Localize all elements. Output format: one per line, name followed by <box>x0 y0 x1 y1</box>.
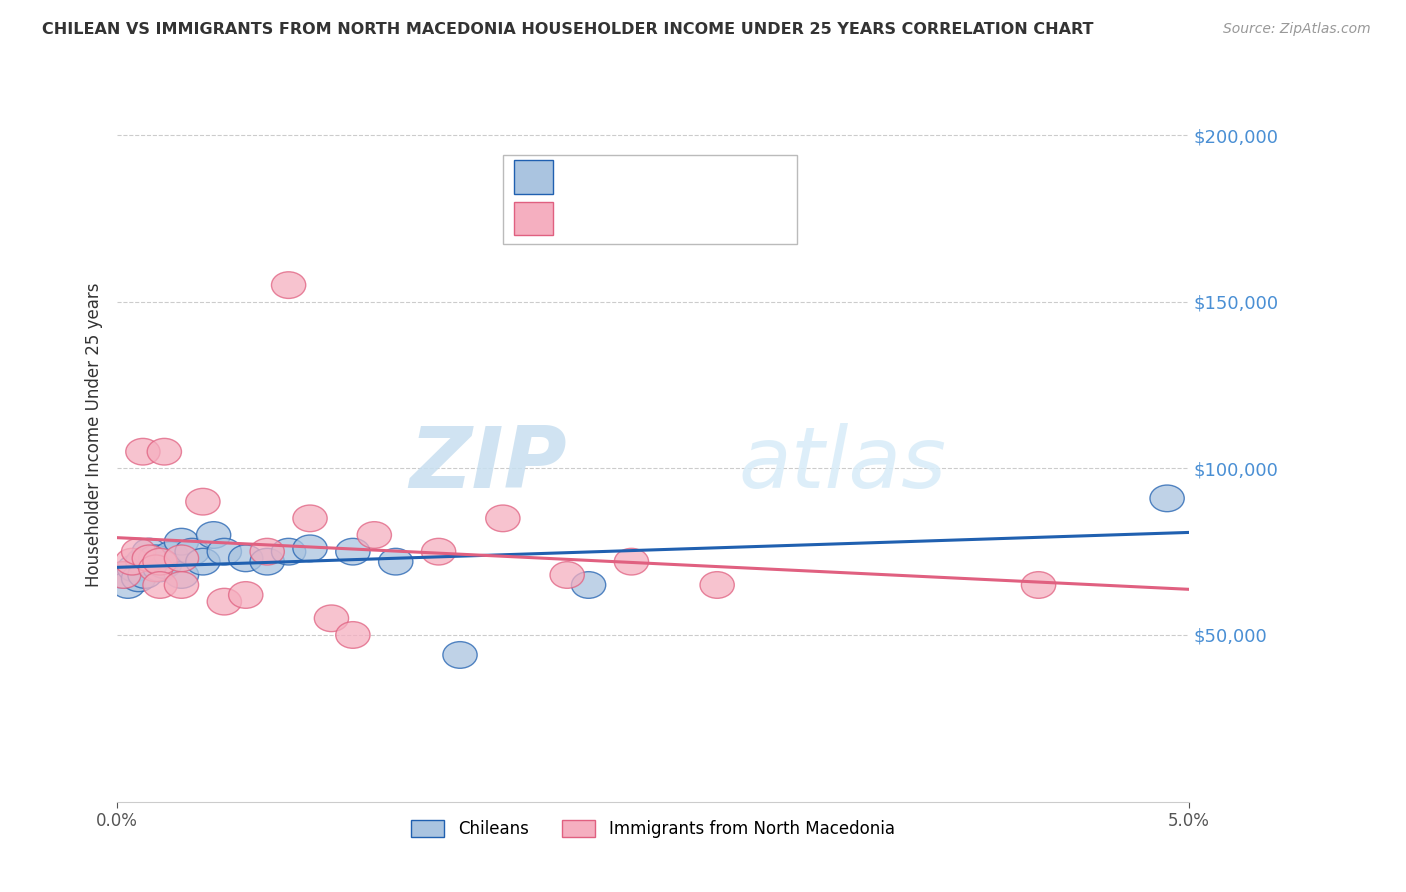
Text: R =: R = <box>564 210 600 227</box>
Ellipse shape <box>422 539 456 565</box>
Ellipse shape <box>139 545 173 572</box>
Ellipse shape <box>148 438 181 465</box>
Ellipse shape <box>143 572 177 599</box>
Ellipse shape <box>143 549 177 575</box>
Ellipse shape <box>571 572 606 599</box>
Ellipse shape <box>143 555 177 582</box>
Ellipse shape <box>1021 572 1056 599</box>
Ellipse shape <box>107 562 141 589</box>
Ellipse shape <box>174 539 209 565</box>
Ellipse shape <box>125 549 160 575</box>
Ellipse shape <box>207 539 242 565</box>
Ellipse shape <box>165 528 198 555</box>
Text: 27: 27 <box>690 168 716 186</box>
Ellipse shape <box>117 555 152 582</box>
Ellipse shape <box>165 562 198 589</box>
Text: 26: 26 <box>690 210 716 227</box>
Ellipse shape <box>153 541 188 568</box>
Ellipse shape <box>186 549 219 575</box>
Text: CHILEAN VS IMMIGRANTS FROM NORTH MACEDONIA HOUSEHOLDER INCOME UNDER 25 YEARS COR: CHILEAN VS IMMIGRANTS FROM NORTH MACEDON… <box>42 22 1094 37</box>
Ellipse shape <box>336 622 370 648</box>
Ellipse shape <box>250 549 284 575</box>
Ellipse shape <box>550 562 585 589</box>
Ellipse shape <box>357 522 391 549</box>
Ellipse shape <box>107 562 141 589</box>
Legend: Chileans, Immigrants from North Macedonia: Chileans, Immigrants from North Macedoni… <box>405 813 901 845</box>
Text: 0.061: 0.061 <box>591 168 654 186</box>
Ellipse shape <box>111 572 145 599</box>
Ellipse shape <box>315 605 349 632</box>
Text: Source: ZipAtlas.com: Source: ZipAtlas.com <box>1223 22 1371 37</box>
Ellipse shape <box>292 535 328 562</box>
Ellipse shape <box>121 565 156 591</box>
Ellipse shape <box>614 549 648 575</box>
Ellipse shape <box>186 488 219 515</box>
Ellipse shape <box>165 572 198 599</box>
Ellipse shape <box>132 539 166 565</box>
Text: N =: N = <box>652 168 689 186</box>
Ellipse shape <box>139 555 173 582</box>
Ellipse shape <box>292 505 328 532</box>
Ellipse shape <box>700 572 734 599</box>
Ellipse shape <box>1150 485 1184 512</box>
Ellipse shape <box>271 272 305 299</box>
Text: ZIP: ZIP <box>409 423 567 506</box>
Ellipse shape <box>443 641 477 668</box>
Text: -0.072: -0.072 <box>591 210 655 227</box>
Ellipse shape <box>229 582 263 608</box>
Ellipse shape <box>132 545 166 572</box>
Ellipse shape <box>485 505 520 532</box>
Ellipse shape <box>121 539 156 565</box>
Ellipse shape <box>128 562 162 589</box>
Y-axis label: Householder Income Under 25 years: Householder Income Under 25 years <box>86 283 103 587</box>
Ellipse shape <box>148 551 181 578</box>
Ellipse shape <box>197 522 231 549</box>
Ellipse shape <box>336 539 370 565</box>
Ellipse shape <box>115 549 149 575</box>
Ellipse shape <box>165 545 198 572</box>
Ellipse shape <box>229 545 263 572</box>
Ellipse shape <box>271 539 305 565</box>
Ellipse shape <box>250 539 284 565</box>
Text: R =: R = <box>564 168 600 186</box>
Ellipse shape <box>125 438 160 465</box>
Ellipse shape <box>143 549 177 575</box>
Ellipse shape <box>207 589 242 615</box>
Ellipse shape <box>378 549 413 575</box>
Text: atlas: atlas <box>738 423 946 506</box>
Text: N =: N = <box>652 210 689 227</box>
